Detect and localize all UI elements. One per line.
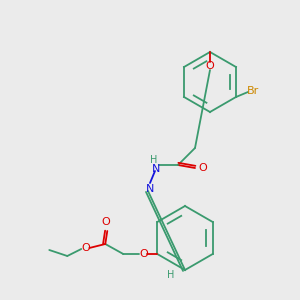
Text: O: O [101, 217, 110, 227]
Text: N: N [146, 184, 154, 194]
Text: O: O [139, 249, 148, 259]
Text: O: O [81, 243, 90, 253]
Text: H: H [150, 155, 158, 165]
Text: H: H [167, 270, 175, 280]
Text: Br: Br [247, 86, 259, 96]
Text: N: N [152, 164, 160, 174]
Text: O: O [199, 163, 207, 173]
Text: O: O [206, 61, 214, 71]
